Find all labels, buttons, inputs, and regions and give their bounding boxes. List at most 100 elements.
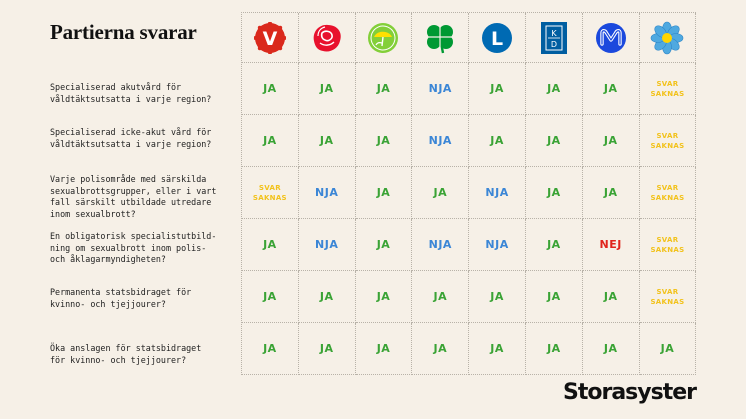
answer-cell: JA: [412, 271, 469, 323]
answer-cell: NJA: [299, 167, 356, 219]
answer-cell: SVAR SAKNAS: [640, 167, 697, 219]
answer-value: NEJ: [600, 238, 622, 251]
answer-value: SVAR SAKNAS: [650, 183, 684, 203]
party-s: [299, 13, 356, 63]
answer-value: JA: [547, 238, 561, 251]
question-6: Öka anslagen för statsbidraget för kvinn…: [50, 343, 236, 366]
svg-text:D: D: [551, 40, 557, 49]
answer-value: JA: [490, 290, 504, 303]
answer-value: JA: [604, 290, 618, 303]
answer-value: SVAR SAKNAS: [650, 287, 684, 307]
answer-cell: JA: [526, 115, 583, 167]
answer-value: JA: [377, 342, 391, 355]
answer-cell: JA: [526, 323, 583, 375]
answer-cell: JA: [356, 167, 413, 219]
m-logo-icon: [594, 21, 628, 55]
answer-value: JA: [547, 186, 561, 199]
answer-cell: JA: [242, 115, 299, 167]
party-mp: [356, 13, 413, 63]
answer-cell: SVAR SAKNAS: [640, 63, 697, 115]
answer-value: JA: [263, 82, 277, 95]
answer-cell: NJA: [299, 219, 356, 271]
answer-cell: NJA: [412, 219, 469, 271]
answer-cell: JA: [412, 167, 469, 219]
answer-value: JA: [490, 134, 504, 147]
answer-cell: JA: [242, 63, 299, 115]
answer-cell: JA: [356, 271, 413, 323]
question-1: Specialiserad akutvård för våldtäktsutsa…: [50, 82, 236, 105]
answer-value: JA: [377, 186, 391, 199]
answer-value: JA: [433, 290, 447, 303]
answer-value: JA: [604, 342, 618, 355]
answer-grid: V: [241, 12, 696, 375]
party-m: [583, 13, 640, 63]
answer-value: JA: [433, 186, 447, 199]
kd-logo-icon: K D: [537, 21, 571, 55]
answer-value: JA: [604, 134, 618, 147]
answer-value: JA: [547, 290, 561, 303]
answer-value: JA: [490, 342, 504, 355]
answer-value: NJA: [429, 238, 452, 251]
answer-value: NJA: [315, 238, 338, 251]
answer-cell: SVAR SAKNAS: [242, 167, 299, 219]
answer-cell: JA: [469, 271, 526, 323]
answer-value: NJA: [429, 82, 452, 95]
answer-value: JA: [320, 342, 334, 355]
answer-cell: JA: [526, 63, 583, 115]
answer-value: JA: [263, 342, 277, 355]
answer-value: JA: [263, 134, 277, 147]
answer-cell: JA: [640, 323, 697, 375]
answer-cell: JA: [356, 323, 413, 375]
question-3: Varje polisområde med särskilda sexualbr…: [50, 174, 236, 220]
answer-value: JA: [433, 342, 447, 355]
page-title: Partierna svarar: [50, 20, 197, 45]
answer-value: JA: [263, 238, 277, 251]
answer-value: SVAR SAKNAS: [650, 131, 684, 151]
answer-cell: NJA: [412, 115, 469, 167]
answer-cell: JA: [299, 323, 356, 375]
answer-cell: JA: [299, 271, 356, 323]
answer-cell: NJA: [412, 63, 469, 115]
v-logo-label: V: [263, 28, 278, 50]
mp-dandelion-logo-icon: [366, 21, 400, 55]
answer-value: JA: [604, 186, 618, 199]
party-kd: K D: [526, 13, 583, 63]
answer-cell: SVAR SAKNAS: [640, 115, 697, 167]
answer-value: NJA: [429, 134, 452, 147]
answer-value: JA: [547, 134, 561, 147]
question-5: Permanenta statsbidraget för kvinno- och…: [50, 287, 236, 310]
answer-value: JA: [490, 82, 504, 95]
answer-value: JA: [377, 290, 391, 303]
question-4: En obligatorisk specialistutbild- ning o…: [50, 231, 236, 266]
answer-cell: JA: [583, 167, 640, 219]
answer-cell: JA: [583, 115, 640, 167]
answer-value: JA: [547, 342, 561, 355]
answer-value: SVAR SAKNAS: [650, 79, 684, 99]
answer-value: SVAR SAKNAS: [650, 235, 684, 255]
answer-cell: JA: [299, 115, 356, 167]
answer-cell: JA: [356, 219, 413, 271]
answer-cell: JA: [469, 115, 526, 167]
question-2: Specialiserad icke-akut vård för våldtäk…: [50, 127, 236, 150]
answer-value: SVAR SAKNAS: [253, 183, 287, 203]
answer-value: JA: [377, 238, 391, 251]
answer-value: JA: [320, 290, 334, 303]
answer-value: JA: [377, 82, 391, 95]
s-rose-logo-icon: [310, 21, 344, 55]
party-c: [412, 13, 469, 63]
answer-cell: JA: [583, 63, 640, 115]
answer-cell: JA: [242, 219, 299, 271]
answer-value: NJA: [485, 186, 508, 199]
party-sd: [640, 13, 697, 63]
answer-cell: JA: [469, 63, 526, 115]
answer-cell: JA: [242, 271, 299, 323]
answer-cell: JA: [583, 271, 640, 323]
answer-cell: JA: [583, 323, 640, 375]
v-logo-icon: V: [253, 21, 287, 55]
answer-value: JA: [604, 82, 618, 95]
answer-cell: JA: [412, 323, 469, 375]
answer-value: JA: [263, 290, 277, 303]
sd-flower-logo-icon: [650, 21, 684, 55]
answer-cell: NJA: [469, 167, 526, 219]
answer-cell: SVAR SAKNAS: [640, 271, 697, 323]
